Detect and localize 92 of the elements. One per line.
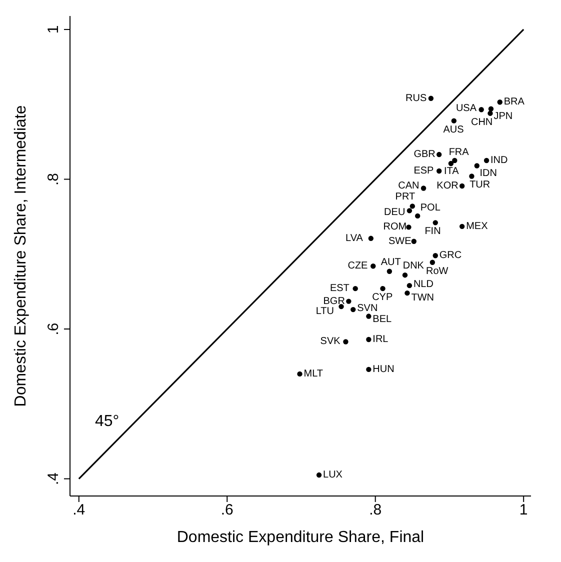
point [451,118,457,124]
point [297,371,302,377]
series-label: USA [456,103,477,114]
point [404,290,410,296]
series-label: RUS [406,92,427,104]
point [368,236,374,241]
point [488,106,494,112]
series-label: FIN [424,226,441,238]
series-label: POL [420,202,441,214]
series-label: NLD [413,279,434,290]
point [497,100,502,105]
point [386,268,392,274]
y-tick-label: 1 [45,25,62,34]
point [410,204,416,209]
point [366,336,372,342]
point [432,220,438,226]
point [430,260,436,265]
point [406,208,412,214]
point [402,272,408,278]
point [346,298,352,304]
y-tick-label: .6 [45,322,62,336]
point [448,160,454,166]
series-label: ESP [414,166,434,177]
series-label: SWE [388,236,412,247]
series-label: FRA [448,147,470,158]
series-label: BGR [323,296,345,307]
series-label: RoW [426,266,449,277]
series-label: IRL [372,334,389,345]
point [452,158,458,164]
series-label: CYP [372,292,393,304]
series-label: TUR [470,180,490,191]
series-label: SVK [320,336,341,348]
point [420,186,426,191]
series-label: LUX [323,470,343,481]
series-label: LTU [316,306,334,318]
point [432,253,438,258]
series-label: AUS [443,124,464,136]
point [474,163,480,168]
series-label: IDN [480,168,497,180]
series-label: CHN [470,116,493,128]
series-label: HUN [372,364,394,375]
y-axis-title: Domestic Expenditure Share, Intermediate [12,105,30,407]
series-label: ROM [383,222,407,233]
point [436,168,442,174]
point [415,213,420,219]
point [488,110,493,116]
series-label: BRA [504,96,525,108]
series-label: DNK [402,260,424,272]
series-label: KOR [436,180,458,192]
point [380,286,386,292]
point [366,366,372,372]
point [459,183,465,189]
series-label: LVA [346,232,364,244]
point [370,264,376,269]
series-label: GRC [439,250,462,262]
series-label: ITA [444,166,460,178]
point [406,224,412,230]
series-label: EST [330,283,350,294]
y-tick-label: .4 [45,472,62,486]
point [484,158,490,164]
series-label: GBR [414,149,436,160]
point [316,472,322,478]
point [343,339,348,344]
point [411,238,416,244]
series-label: IND [490,155,508,166]
point [459,224,465,230]
y-tick-label: .8 [45,172,62,186]
x-tick-label: .6 [220,502,234,519]
series-label: CAN [398,180,420,192]
series-label: TWN [411,292,434,304]
series-label: MEX [466,220,488,232]
x-tick-label: .4 [72,502,86,519]
point [366,314,372,319]
point [469,174,474,179]
series-label: PRT [395,192,416,203]
point [352,286,358,292]
x-tick-label: 1 [519,502,528,519]
annotation: 45° [95,413,120,430]
series-label: JPN [494,111,513,122]
series-label: SVN [357,303,378,314]
x-tick-label: .8 [369,502,382,519]
series-label: BEL [372,314,392,325]
point [478,107,484,112]
point [428,96,434,101]
point [406,282,412,288]
point [350,306,356,312]
series-label: MLT [304,368,324,380]
series-label: CZE [348,260,368,272]
point [436,152,442,158]
series-label: AUT [380,256,401,268]
series-label: DEU [384,207,406,218]
x-axis-title: Domestic Expenditure Share, Final [176,529,424,546]
